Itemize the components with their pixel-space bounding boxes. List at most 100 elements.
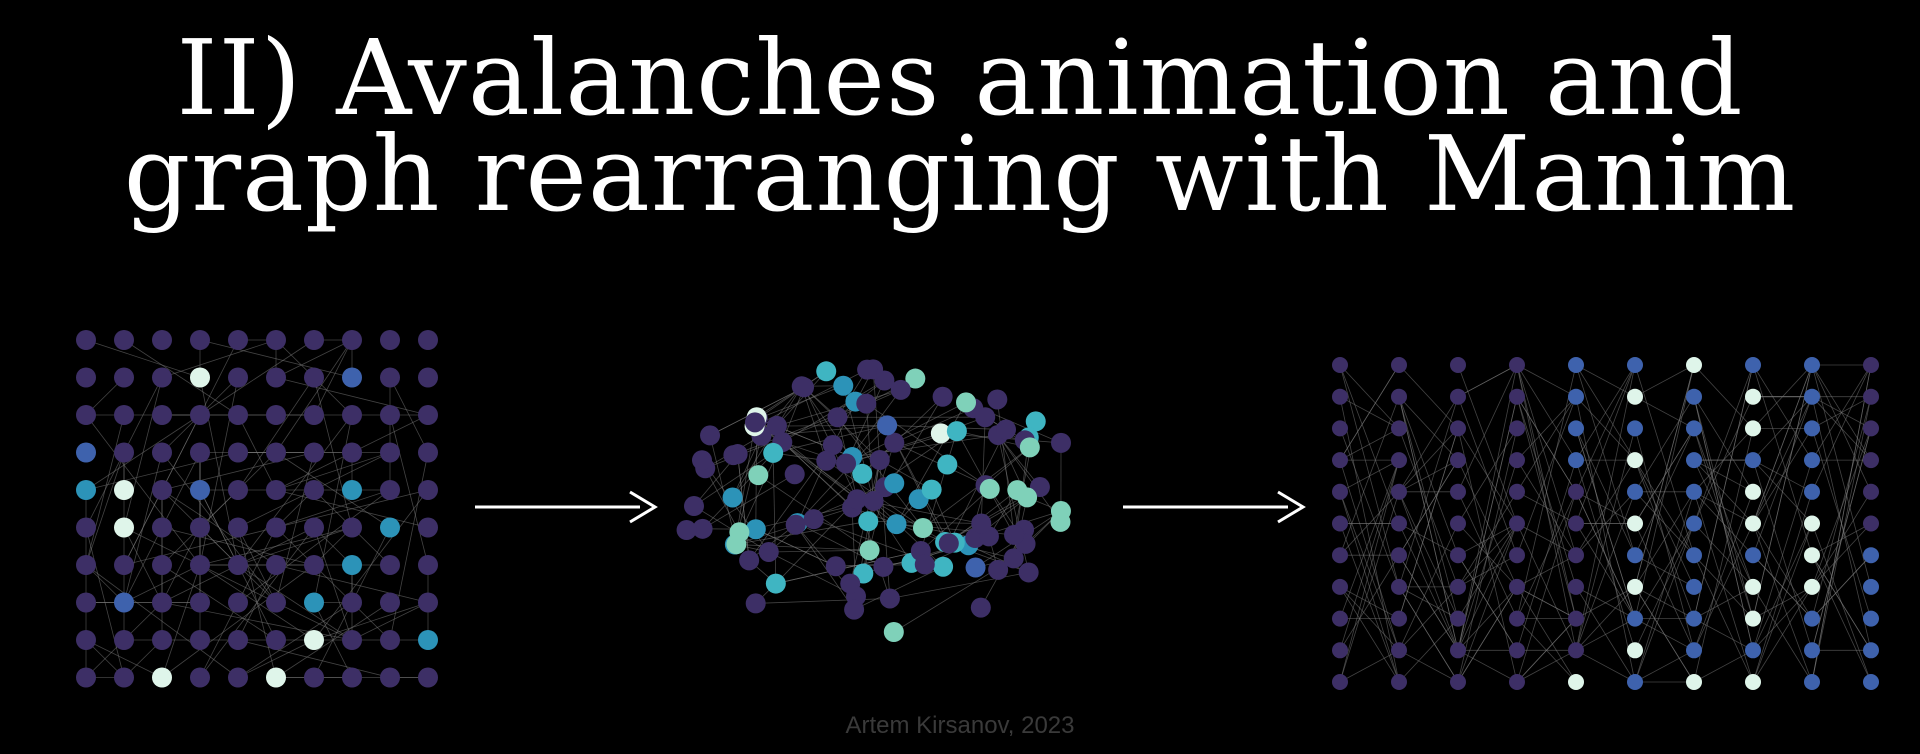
graph-node xyxy=(1332,610,1348,627)
graph-edge xyxy=(85,414,201,491)
graph-edge xyxy=(389,414,429,566)
graph-node xyxy=(933,556,954,577)
graph-edge xyxy=(1516,364,1577,398)
graph-node xyxy=(912,518,933,539)
graph-node xyxy=(1804,452,1820,469)
graph-edge xyxy=(237,489,391,603)
graph-edge xyxy=(1398,364,1459,429)
graph-node xyxy=(700,425,721,446)
graph-edge xyxy=(1339,428,1400,588)
graph-node xyxy=(1568,452,1584,469)
graph-node xyxy=(380,667,400,688)
graph-node xyxy=(1391,610,1407,627)
graph-node xyxy=(152,367,172,388)
graph-node xyxy=(722,487,743,508)
graph-edge xyxy=(275,452,391,491)
graph-edge xyxy=(797,425,888,524)
graph-node xyxy=(380,517,400,538)
graph-edge xyxy=(920,488,990,552)
graph-node xyxy=(890,379,911,400)
graph-node xyxy=(1450,674,1466,690)
graph-node xyxy=(979,478,1000,499)
graph-edge xyxy=(768,549,870,553)
graph-node xyxy=(970,597,991,618)
graph-edge xyxy=(872,369,881,461)
graph-node xyxy=(152,405,172,425)
graph-node xyxy=(114,630,134,650)
layered-graph xyxy=(1332,357,1879,690)
graph-edge xyxy=(1516,523,1577,556)
graph-edge xyxy=(693,452,774,507)
graph-edge xyxy=(757,385,844,420)
graph-node xyxy=(1627,357,1643,373)
grid-graph xyxy=(76,330,438,688)
graph-node xyxy=(190,592,210,613)
graph-node xyxy=(1627,674,1643,690)
graph-node xyxy=(114,367,134,388)
graph-edge xyxy=(1457,364,1518,492)
graph-edge xyxy=(1398,586,1459,651)
graph-node xyxy=(873,556,894,577)
graph-edge xyxy=(1457,649,1518,683)
graph-node xyxy=(266,555,286,575)
graph-node xyxy=(1509,547,1525,564)
graph-edge xyxy=(1634,523,1695,619)
graph-node xyxy=(1332,674,1348,690)
graph-node xyxy=(190,330,210,350)
graph-edge xyxy=(1634,586,1695,619)
graph-node xyxy=(1863,674,1879,690)
graph-node xyxy=(1686,483,1702,500)
graph-edge xyxy=(1516,459,1577,556)
graph-edge xyxy=(1752,523,1813,683)
graph-edge xyxy=(756,370,827,418)
graph-node xyxy=(1745,674,1761,690)
graph-node xyxy=(765,573,786,594)
graph-edge xyxy=(1634,649,1695,683)
graph-node xyxy=(877,415,898,436)
graph-edge xyxy=(1811,554,1872,651)
graph-node xyxy=(228,405,248,425)
graph-node xyxy=(418,330,438,350)
graph-edge xyxy=(1693,428,1754,588)
graph-edge xyxy=(237,639,391,678)
graph-node xyxy=(1568,578,1584,595)
graph-edge xyxy=(85,639,163,678)
graph-node xyxy=(1051,432,1072,453)
graph-edge xyxy=(199,527,353,566)
graph-edge xyxy=(1752,364,1813,461)
graph-node xyxy=(380,405,400,425)
graph-edge xyxy=(1752,459,1813,524)
graph-edge xyxy=(1811,364,1872,461)
graph-edge xyxy=(873,500,944,568)
graph-edge xyxy=(1693,491,1754,556)
graph-node xyxy=(1025,411,1046,432)
graph-edge xyxy=(1634,396,1695,429)
graph-node xyxy=(1568,483,1584,500)
graph-node xyxy=(342,630,362,650)
graph-node xyxy=(921,479,942,500)
right-arrow-icon xyxy=(475,490,658,524)
graph-node xyxy=(1332,452,1348,469)
graph-edge xyxy=(734,544,870,551)
graph-edge xyxy=(1693,649,1754,683)
graph-node xyxy=(190,367,210,388)
graph-edge xyxy=(1516,523,1577,651)
graph-node xyxy=(840,573,861,594)
graph-edge xyxy=(123,452,163,603)
graph-edge xyxy=(313,527,353,641)
graph-node xyxy=(342,330,362,350)
graph-node xyxy=(884,473,905,494)
graph-node xyxy=(886,514,907,535)
graph-node xyxy=(1804,674,1820,690)
graph-edge xyxy=(1516,364,1577,556)
graph-edge xyxy=(313,602,429,641)
graph-edge xyxy=(775,550,921,584)
graph-node xyxy=(791,376,812,397)
graph-node xyxy=(380,442,400,463)
graph-node xyxy=(1568,547,1584,564)
graph-edge xyxy=(275,339,353,378)
graph-node xyxy=(228,517,248,538)
graph-node xyxy=(1391,483,1407,500)
graph-edge xyxy=(1516,396,1577,461)
graph-node xyxy=(745,519,766,540)
